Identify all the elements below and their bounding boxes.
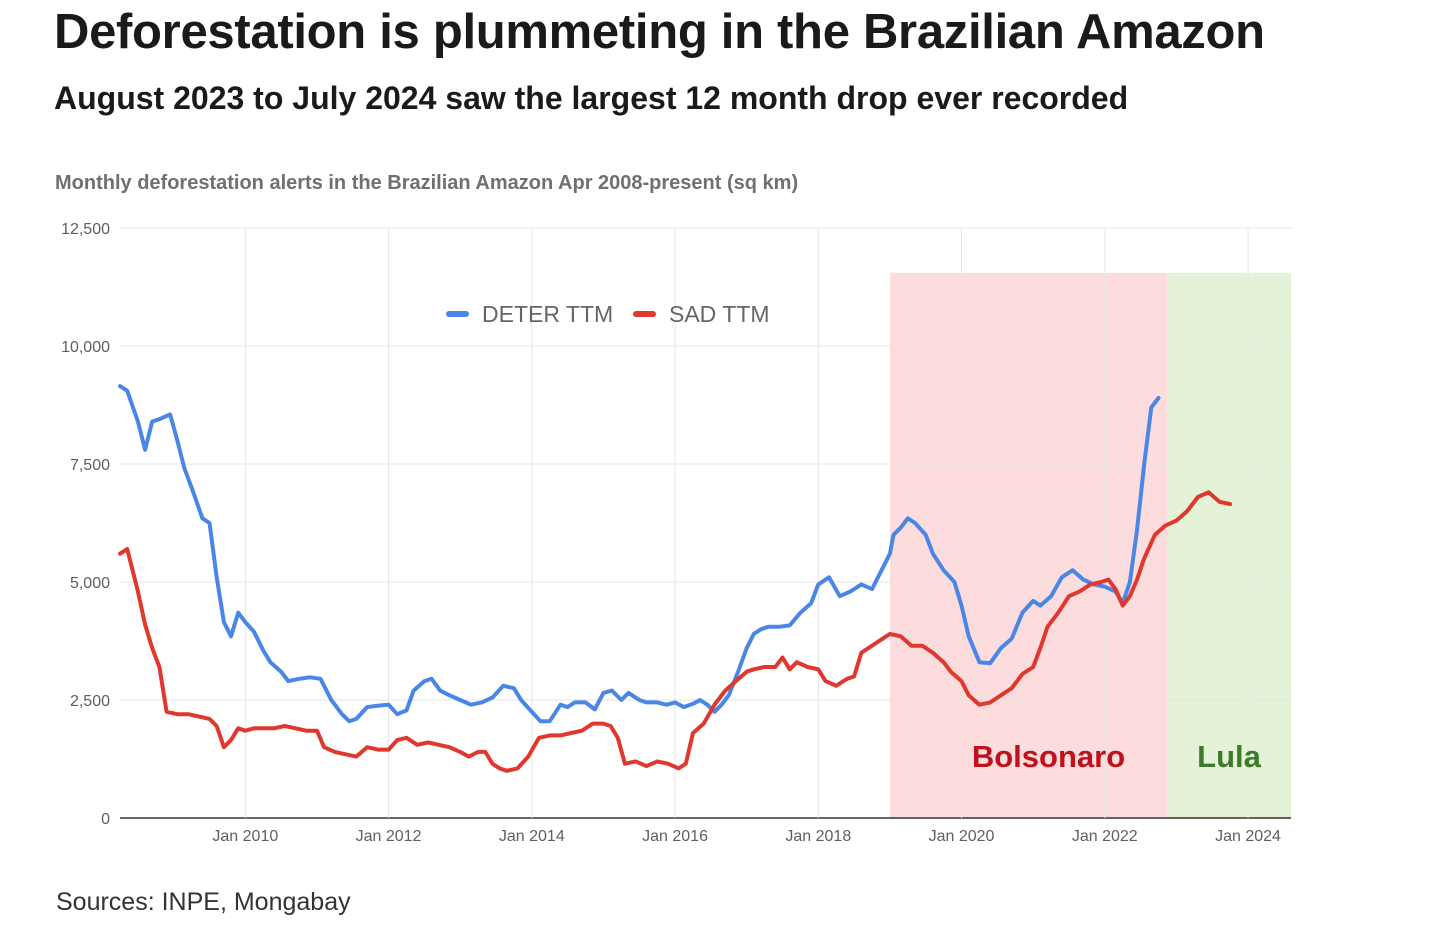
period-label-lula: Lula	[1197, 739, 1261, 774]
x-tick-label: Jan 2022	[1072, 828, 1138, 845]
legend-label: SAD TTM	[669, 301, 770, 327]
period-band-bolsonaro	[889, 272, 1168, 819]
x-tick-label: Jan 2018	[785, 828, 851, 845]
x-tick-label: Jan 2024	[1215, 828, 1281, 845]
y-axis: 0 2,500 5,000 7,500 10,000 12,500	[61, 221, 110, 828]
x-tick-label: Jan 2016	[642, 828, 708, 845]
page-title: Deforestation is plummeting in the Brazi…	[54, 5, 1265, 59]
chart-legend: DETER TTM SAD TTM	[446, 301, 770, 327]
x-tick-label: Jan 2010	[212, 828, 278, 845]
x-axis: Jan 2010 Jan 2012 Jan 2014 Jan 2016 Jan 2018…	[212, 828, 1281, 845]
period-label-bolsonaro: Bolsonaro	[972, 739, 1125, 774]
legend-label: DETER TTM	[482, 301, 613, 327]
page-subtitle: August 2023 to July 2024 saw the largest…	[54, 80, 1129, 116]
y-tick-label: 5,000	[70, 575, 110, 592]
period-labels: Bolsonaro Lula	[972, 739, 1262, 774]
x-tick-label: Jan 2014	[499, 828, 565, 845]
y-tick-label: 7,500	[70, 457, 110, 474]
series-line-sad-ttm	[118, 490, 1233, 773]
y-tick-label: 2,500	[70, 693, 110, 710]
x-tick-label: Jan 2020	[929, 828, 995, 845]
y-tick-label: 0	[101, 811, 110, 828]
source-note: Sources: INPE, Mongabay	[56, 888, 351, 916]
y-tick-label: 10,000	[61, 339, 110, 356]
period-band-lula	[1167, 272, 1291, 819]
series-line-deter-ttm	[118, 384, 1161, 724]
x-tick-label: Jan 2012	[356, 828, 422, 845]
chart-title: Monthly deforestation alerts in the Braz…	[55, 172, 799, 194]
period-bands	[889, 272, 1291, 819]
y-tick-label: 12,500	[61, 221, 110, 238]
chart-lines	[118, 384, 1233, 773]
